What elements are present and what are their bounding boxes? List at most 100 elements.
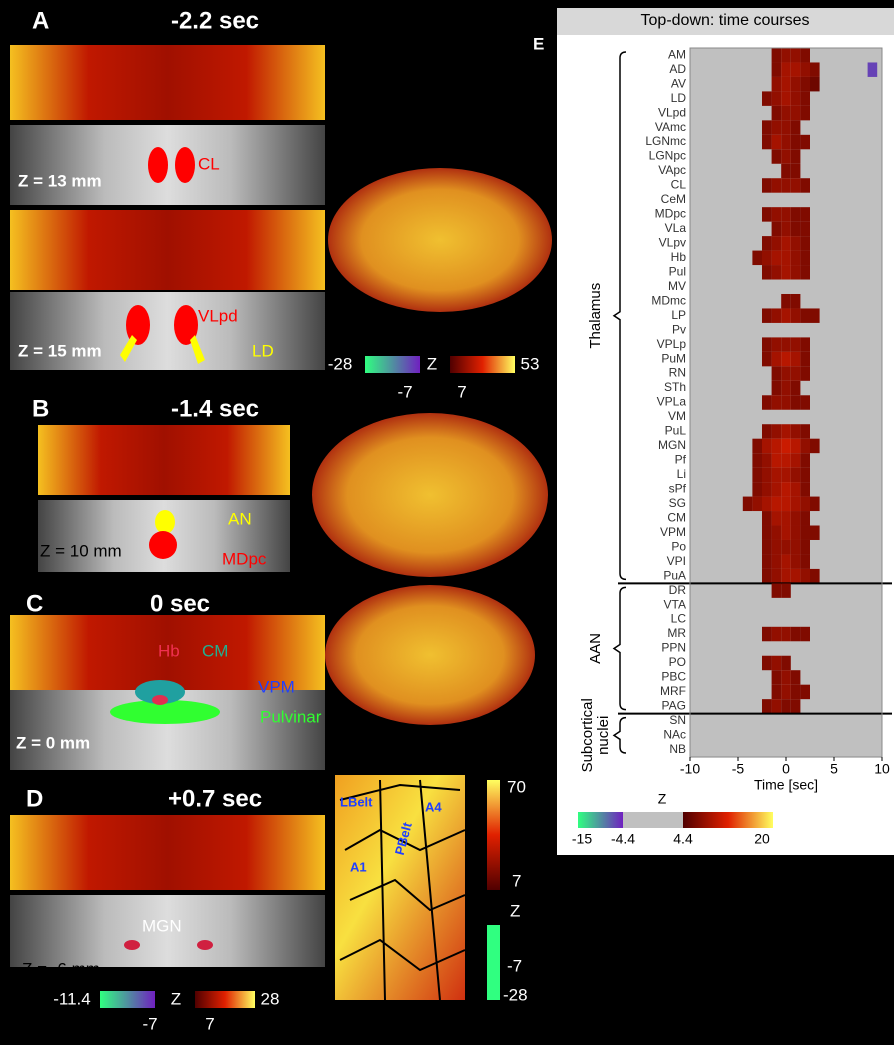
heat-cell bbox=[762, 236, 772, 250]
heat-cell bbox=[772, 265, 782, 279]
heat-cell bbox=[800, 627, 810, 641]
slice-label: Z = -6 mm bbox=[22, 959, 100, 978]
heat-cell bbox=[781, 526, 791, 540]
heat-cell bbox=[791, 366, 801, 380]
heat-cell bbox=[772, 149, 782, 163]
heat-cell bbox=[800, 222, 810, 236]
heat-cell bbox=[781, 699, 791, 713]
row-label: CM bbox=[667, 510, 686, 524]
heat-cell bbox=[752, 482, 762, 496]
region-label: LD bbox=[252, 341, 274, 360]
x-tick-label: -10 bbox=[680, 761, 700, 777]
colorbar-tick: 4.4 bbox=[673, 831, 693, 847]
heat-cell bbox=[800, 77, 810, 91]
heat-cell bbox=[781, 670, 791, 684]
heat-cell bbox=[781, 178, 791, 192]
heat-cell bbox=[762, 627, 772, 641]
heat-cell bbox=[772, 569, 782, 583]
heat-cell bbox=[772, 511, 782, 525]
heat-cell bbox=[791, 265, 801, 279]
row-label: VM bbox=[668, 409, 686, 423]
row-label: MV bbox=[668, 279, 686, 293]
colorbar-tick: -7 bbox=[397, 382, 412, 401]
heat-cell bbox=[810, 497, 820, 511]
heat-cell bbox=[791, 164, 801, 178]
heat-cell bbox=[781, 497, 791, 511]
heat-cell bbox=[781, 164, 791, 178]
slice-label: Z = 0 mm bbox=[16, 733, 90, 752]
row-label: PuM bbox=[661, 351, 686, 365]
heat-cell bbox=[772, 468, 782, 482]
row-label: PuL bbox=[665, 424, 687, 438]
heat-cell bbox=[781, 685, 791, 699]
heat-cell bbox=[781, 395, 791, 409]
heat-cell bbox=[800, 337, 810, 351]
heat-cell bbox=[800, 265, 810, 279]
row-label: VPM bbox=[660, 525, 686, 539]
row-label: VPLp bbox=[657, 337, 687, 351]
row-label: MRF bbox=[660, 684, 686, 698]
heat-cell bbox=[781, 337, 791, 351]
heat-cell bbox=[762, 699, 772, 713]
heat-cell bbox=[772, 540, 782, 554]
heat-cell bbox=[800, 569, 810, 583]
heat-cell bbox=[752, 439, 762, 453]
region-label: CL bbox=[198, 154, 220, 173]
panel-letter: C bbox=[26, 590, 43, 617]
heat-cell bbox=[781, 294, 791, 308]
heat-cell bbox=[791, 62, 801, 76]
heat-cell bbox=[772, 395, 782, 409]
heat-cell bbox=[772, 366, 782, 380]
heat-cell bbox=[800, 482, 810, 496]
heat-cell bbox=[752, 453, 762, 467]
heat-cell bbox=[762, 120, 772, 134]
heat-cell bbox=[772, 699, 782, 713]
heat-cell bbox=[781, 251, 791, 265]
heat-cell bbox=[781, 106, 791, 120]
map-label: A4 bbox=[425, 799, 442, 814]
heat-cell bbox=[772, 482, 782, 496]
row-label: VAmc bbox=[655, 120, 686, 134]
colorbar-tick: -7 bbox=[507, 956, 522, 975]
heat-cell bbox=[781, 468, 791, 482]
heat-cell bbox=[800, 685, 810, 699]
colorbar-label: Z bbox=[427, 354, 437, 373]
panel-letter: A bbox=[32, 7, 49, 34]
row-label: PuA bbox=[663, 568, 686, 582]
heat-cell bbox=[791, 236, 801, 250]
heat-cell bbox=[781, 583, 791, 597]
region-label: Pulvinar bbox=[260, 707, 322, 726]
row-label: VLa bbox=[665, 221, 687, 235]
heat-cell bbox=[762, 251, 772, 265]
heat-cell bbox=[800, 497, 810, 511]
group-label: Thalamus bbox=[587, 283, 604, 349]
slice-label: Z = 10 mm bbox=[40, 541, 122, 560]
heat-cell bbox=[791, 222, 801, 236]
heat-cell bbox=[781, 222, 791, 236]
heat-cell bbox=[800, 62, 810, 76]
slice-label: Z = 13 mm bbox=[18, 171, 102, 190]
heat-cell bbox=[791, 540, 801, 554]
colorbar-tick: -28 bbox=[503, 985, 528, 1004]
heat-cell bbox=[781, 48, 791, 62]
heat-cell bbox=[772, 685, 782, 699]
heat-cell bbox=[772, 236, 782, 250]
region-label: MDpc bbox=[222, 549, 267, 568]
heat-cell bbox=[772, 627, 782, 641]
heat-cell bbox=[762, 308, 772, 322]
heat-cell bbox=[752, 251, 762, 265]
heat-cell bbox=[791, 685, 801, 699]
heat-cell bbox=[781, 120, 791, 134]
heat-cell bbox=[762, 497, 772, 511]
colorbar-tick: 70 bbox=[507, 777, 526, 796]
heat-cell bbox=[791, 308, 801, 322]
colorbar-tick: 53 bbox=[521, 354, 540, 373]
region-label: VLpd bbox=[198, 306, 238, 325]
heat-cell bbox=[781, 439, 791, 453]
panel-title: Top-down: time courses bbox=[641, 12, 810, 29]
heat-cell bbox=[800, 91, 810, 105]
panel-time: -1.4 sec bbox=[171, 395, 259, 422]
heat-cell bbox=[810, 526, 820, 540]
heat-cell bbox=[791, 352, 801, 366]
colorbar-tick: -11.4 bbox=[53, 989, 91, 1008]
